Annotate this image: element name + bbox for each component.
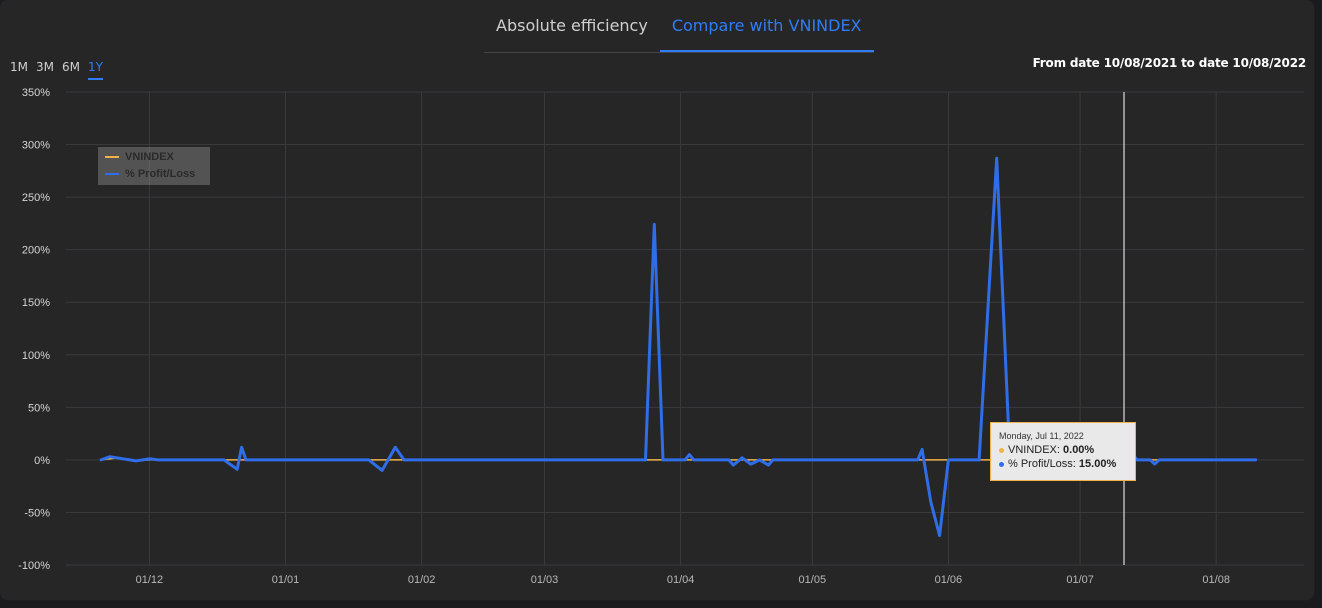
range-1m-button[interactable]: 1M	[10, 60, 28, 74]
y-tick-label: 200%	[22, 245, 50, 257]
tab-compare-vnindex[interactable]: Compare with VNINDEX	[659, 0, 874, 52]
legend-label-profit: % Profit/Loss	[125, 168, 196, 180]
tooltip-row-vnindex: VNINDEX: 0.00%	[999, 443, 1127, 457]
profit-dot-icon	[999, 461, 1004, 467]
tooltip-profit-value: 15.00%	[1078, 458, 1117, 470]
y-tick-label: 0%	[34, 455, 50, 467]
legend-item-vnindex[interactable]: VNINDEX	[98, 150, 210, 164]
y-tick-label: 300%	[22, 140, 50, 152]
x-tick-label: 01/08	[1202, 574, 1230, 586]
y-tick-label: 100%	[22, 350, 50, 362]
range-6m-button[interactable]: 6M	[62, 60, 80, 74]
tooltip-vnindex-label: VNINDEX:	[1008, 444, 1064, 456]
x-tick-label: 01/06	[935, 574, 963, 586]
y-tick-label: -50%	[24, 507, 50, 519]
legend-label-vnindex: VNINDEX	[125, 151, 174, 163]
tooltip-vnindex-value: 0.00%	[1063, 444, 1095, 456]
vnindex-dot-icon	[999, 447, 1004, 453]
profit-swatch	[105, 173, 119, 175]
x-tick-label: 01/05	[799, 574, 827, 586]
tab-absolute-efficiency[interactable]: Absolute efficiency	[496, 16, 648, 35]
y-tick-label: -100%	[18, 560, 50, 572]
legend-item-profit[interactable]: % Profit/Loss	[98, 167, 210, 181]
y-tick-label: 350%	[22, 87, 50, 99]
tooltip-date: Monday, Jul 11, 2022	[999, 431, 1084, 441]
tooltip-profit-label: % Profit/Loss:	[1008, 458, 1079, 470]
date-range-text: From date 10/08/2021 to date 10/08/2022	[1032, 56, 1307, 70]
y-tick-label: 250%	[22, 192, 50, 204]
chart-tooltip: Monday, Jul 11, 2022 VNINDEX: 0.00% % Pr…	[990, 422, 1136, 481]
x-tick-label: 01/12	[136, 574, 164, 586]
x-tick-label: 01/01	[272, 574, 300, 586]
x-tick-label: 01/04	[667, 574, 695, 586]
range-3m-button[interactable]: 3M	[36, 60, 54, 74]
view-tabs: Absolute efficiency Compare with VNINDEX	[484, 0, 874, 53]
vnindex-swatch	[105, 156, 119, 158]
y-tick-label: 150%	[22, 297, 50, 309]
x-tick-label: 01/02	[408, 574, 436, 586]
chart-legend: VNINDEX % Profit/Loss	[98, 147, 210, 185]
x-tick-label: 01/03	[531, 574, 559, 586]
x-tick-label: 01/07	[1066, 574, 1094, 586]
time-range-selector: 1M 3M 6M 1Y	[10, 60, 103, 80]
range-1y-button[interactable]: 1Y	[88, 60, 103, 80]
y-tick-label: 50%	[28, 402, 50, 414]
tooltip-row-profit: % Profit/Loss: 15.00%	[999, 457, 1127, 471]
